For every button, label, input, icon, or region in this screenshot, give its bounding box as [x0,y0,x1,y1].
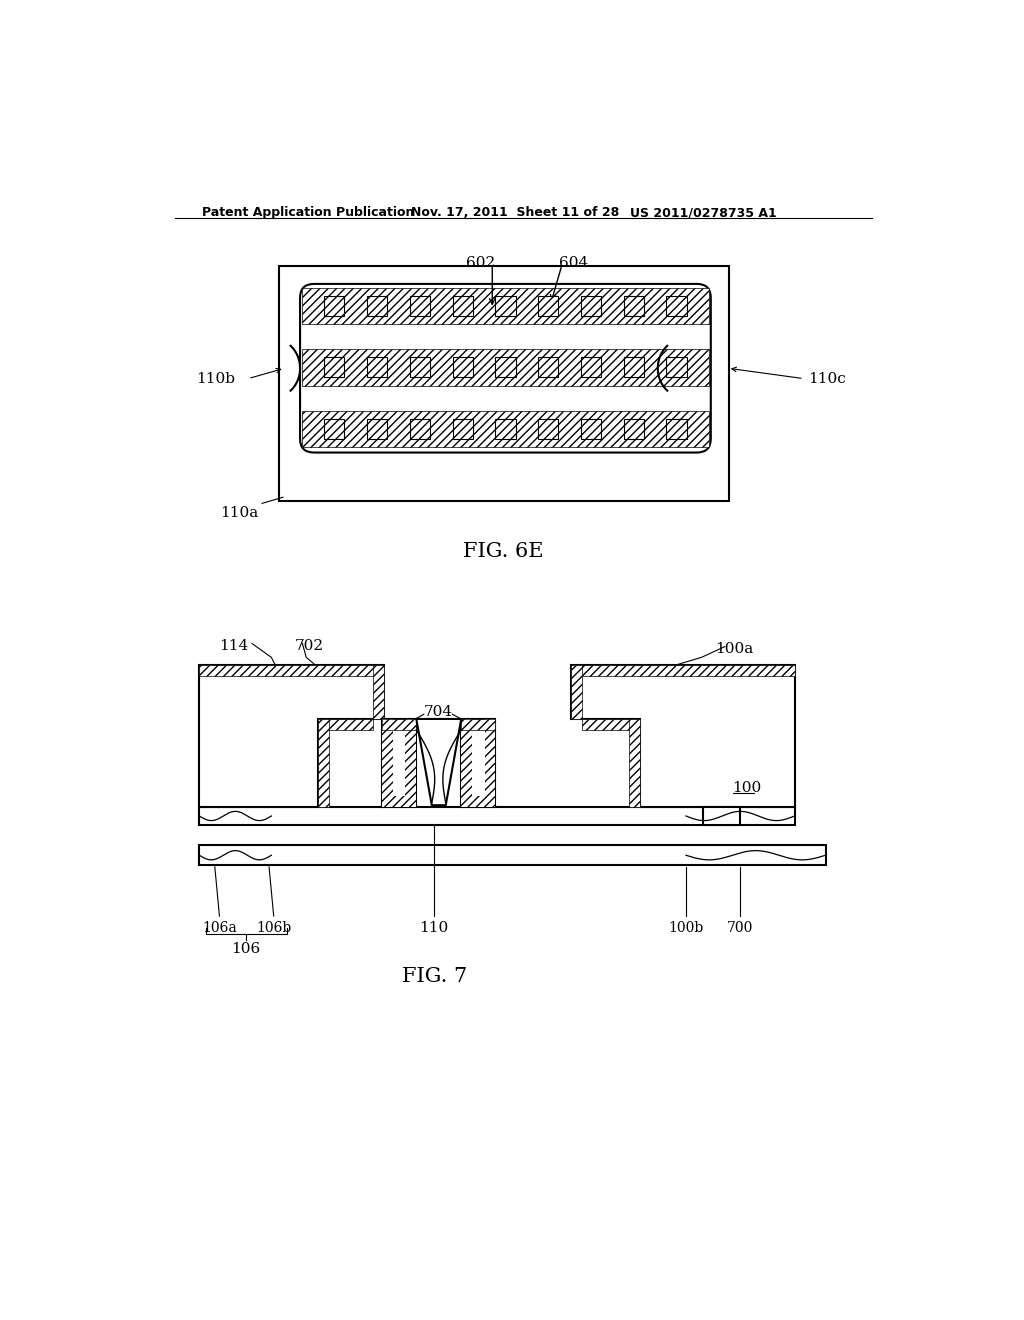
Bar [496,358,515,378]
Text: FIG. 7: FIG. 7 [401,966,467,986]
Text: Patent Application Publication: Patent Application Publication [202,206,414,219]
Bar [382,719,417,730]
Text: 110: 110 [420,921,449,935]
Bar [453,418,473,440]
Bar [571,665,583,719]
Bar [461,719,496,730]
Text: 114: 114 [219,639,248,653]
Text: FIG. 6E: FIG. 6E [463,543,544,561]
Polygon shape [417,719,461,805]
Bar [367,418,387,440]
Bar [410,418,430,440]
Bar [410,296,430,315]
Bar [453,296,473,315]
Text: 106b: 106b [256,921,291,935]
Bar [302,411,710,447]
Bar [496,296,515,315]
Bar [200,845,825,866]
Bar [667,296,687,315]
Text: 110a: 110a [220,507,258,520]
Bar [539,418,558,440]
Bar [583,719,640,730]
Bar [453,358,473,378]
Bar [280,267,729,502]
Bar [571,665,795,676]
Bar [581,296,601,315]
Text: 702: 702 [295,639,324,653]
Text: 110b: 110b [196,372,234,385]
Bar [302,350,710,385]
Bar [325,358,344,378]
Bar [317,719,373,730]
Bar [367,296,387,315]
Bar [581,358,601,378]
Bar [302,288,710,323]
Bar [406,719,417,807]
Bar [667,418,687,440]
Bar [484,719,496,807]
Bar [325,296,344,315]
Bar [367,358,387,378]
Text: 100b: 100b [669,921,703,935]
Text: 100a: 100a [716,642,754,656]
Text: 106: 106 [231,942,260,956]
Bar [461,719,496,807]
Bar [373,665,384,719]
Text: 604: 604 [559,256,588,271]
Bar [200,807,795,825]
Bar [325,418,344,440]
Polygon shape [200,665,384,807]
Text: 602: 602 [466,256,496,271]
FancyBboxPatch shape [300,284,711,453]
Bar [539,358,558,378]
Text: US 2011/0278735 A1: US 2011/0278735 A1 [630,206,777,219]
Bar [624,418,644,440]
Bar [539,296,558,315]
Polygon shape [571,665,795,807]
Bar [382,719,417,807]
Bar [624,358,644,378]
Bar [703,807,740,825]
Text: 700: 700 [727,921,754,935]
Bar [410,358,430,378]
Bar [624,296,644,315]
Text: 106a: 106a [202,921,237,935]
Bar [496,418,515,440]
Bar [382,796,417,807]
Bar [461,719,472,807]
Bar [667,358,687,378]
Bar [200,665,384,676]
Bar [317,719,329,807]
Text: 704: 704 [424,705,453,719]
Text: 110c: 110c [809,372,846,385]
Text: 100: 100 [732,780,762,795]
Bar [629,719,640,807]
Bar [382,719,393,807]
Text: Nov. 17, 2011  Sheet 11 of 28: Nov. 17, 2011 Sheet 11 of 28 [411,206,620,219]
Bar [581,418,601,440]
Bar [461,796,496,807]
